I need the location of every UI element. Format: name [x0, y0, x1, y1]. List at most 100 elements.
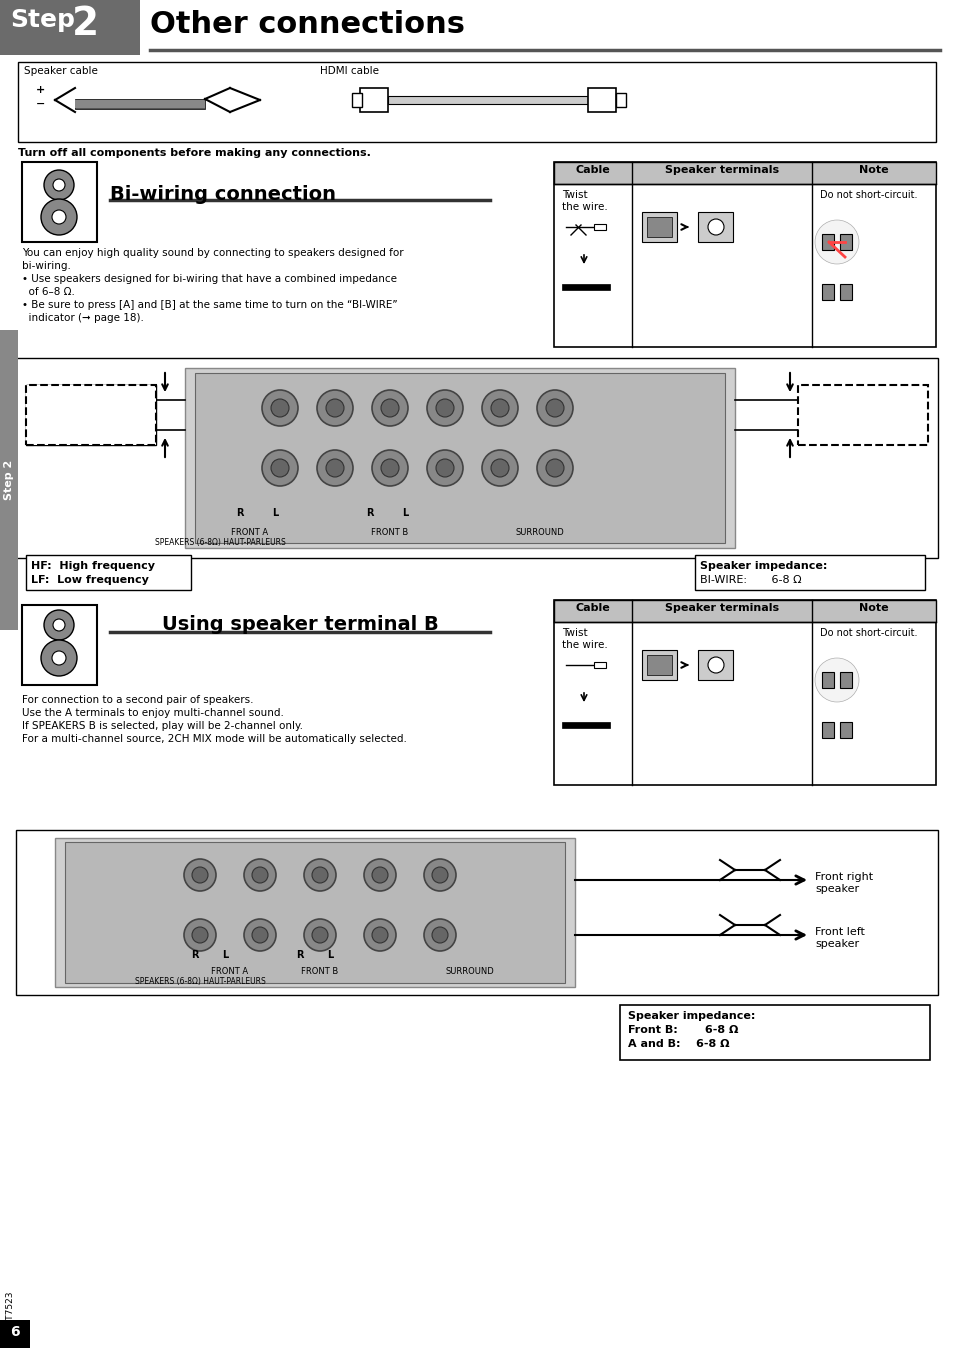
- Text: Step: Step: [10, 8, 74, 32]
- Circle shape: [814, 658, 858, 702]
- Circle shape: [184, 919, 215, 950]
- Circle shape: [312, 927, 328, 944]
- Bar: [821, 723, 833, 737]
- Bar: [352, 93, 361, 106]
- Text: 6: 6: [10, 1325, 20, 1339]
- Text: SPEAKERS (6-8Ω) HAUT-PARLEURS: SPEAKERS (6-8Ω) HAUT-PARLEURS: [134, 977, 265, 985]
- Bar: [26, 386, 156, 445]
- Text: R: R: [236, 508, 244, 518]
- Circle shape: [380, 460, 398, 477]
- Bar: [641, 650, 677, 679]
- Bar: [16, 359, 937, 558]
- Circle shape: [436, 460, 454, 477]
- Text: FRONT B: FRONT B: [301, 967, 338, 976]
- Text: Speaker terminals: Speaker terminals: [664, 603, 779, 613]
- Text: A and B:    6-8 Ω: A and B: 6-8 Ω: [627, 1039, 729, 1049]
- Circle shape: [244, 919, 275, 950]
- Circle shape: [364, 919, 395, 950]
- Bar: [840, 723, 851, 737]
- Circle shape: [262, 390, 297, 426]
- Bar: [561, 284, 609, 290]
- Circle shape: [326, 460, 344, 477]
- Text: the wire.: the wire.: [561, 202, 607, 212]
- Bar: [22, 605, 97, 685]
- Text: Front left
speaker: Front left speaker: [814, 927, 864, 949]
- Bar: [821, 235, 833, 249]
- Bar: [359, 88, 388, 112]
- Bar: [0, 1320, 30, 1348]
- Bar: [16, 830, 937, 995]
- Circle shape: [427, 450, 462, 487]
- Circle shape: [545, 399, 563, 417]
- Bar: [18, 62, 935, 142]
- Circle shape: [41, 200, 77, 235]
- Bar: [0, 0, 140, 55]
- Text: For connection to a second pair of speakers.: For connection to a second pair of speak…: [22, 696, 253, 705]
- Bar: [554, 162, 935, 183]
- Circle shape: [262, 450, 297, 487]
- Circle shape: [244, 859, 275, 891]
- Bar: [821, 673, 833, 687]
- Circle shape: [252, 867, 268, 883]
- Bar: [641, 212, 677, 243]
- Circle shape: [52, 651, 66, 665]
- Circle shape: [192, 867, 208, 883]
- Text: indicator (➞ page 18).: indicator (➞ page 18).: [22, 313, 144, 324]
- Text: the wire.: the wire.: [561, 640, 607, 650]
- Text: −: −: [36, 98, 46, 109]
- Bar: [797, 386, 927, 445]
- Bar: [388, 96, 587, 104]
- Circle shape: [481, 390, 517, 426]
- Circle shape: [53, 619, 65, 631]
- Text: LF:  Low frequency: LF: Low frequency: [30, 576, 149, 585]
- Circle shape: [707, 218, 723, 235]
- Text: L: L: [222, 950, 228, 960]
- Circle shape: [423, 859, 456, 891]
- Circle shape: [372, 867, 388, 883]
- Bar: [554, 600, 935, 621]
- Bar: [821, 284, 833, 301]
- Text: Cable: Cable: [575, 164, 610, 175]
- Circle shape: [44, 611, 74, 640]
- Text: Front right
speaker: Front right speaker: [814, 872, 872, 894]
- Text: FRONT B: FRONT B: [371, 528, 408, 537]
- Bar: [840, 284, 851, 301]
- Circle shape: [184, 859, 215, 891]
- Text: RQT7523: RQT7523: [5, 1290, 14, 1332]
- Text: L: L: [272, 508, 278, 518]
- Circle shape: [814, 220, 858, 264]
- Circle shape: [271, 399, 289, 417]
- Text: Note: Note: [859, 164, 888, 175]
- Circle shape: [372, 450, 408, 487]
- Circle shape: [41, 640, 77, 675]
- Circle shape: [380, 399, 398, 417]
- Bar: [65, 842, 564, 983]
- Circle shape: [423, 919, 456, 950]
- Text: Front left speaker: Front left speaker: [820, 404, 904, 415]
- Text: SPEAKERS (6-8Ω) HAUT-PARLEURS: SPEAKERS (6-8Ω) HAUT-PARLEURS: [154, 538, 285, 547]
- Bar: [840, 235, 851, 249]
- Text: SURROUND: SURROUND: [445, 967, 494, 976]
- Bar: [594, 662, 605, 669]
- Text: FRONT A: FRONT A: [212, 967, 249, 976]
- Bar: [698, 212, 732, 243]
- Circle shape: [491, 460, 509, 477]
- Text: R: R: [191, 950, 198, 960]
- Circle shape: [316, 390, 353, 426]
- Bar: [587, 88, 616, 112]
- Bar: [26, 386, 156, 445]
- Circle shape: [326, 399, 344, 417]
- Text: Speaker terminals: Speaker terminals: [664, 164, 779, 175]
- Text: Front B:       6-8 Ω: Front B: 6-8 Ω: [627, 1024, 738, 1035]
- Bar: [22, 162, 97, 243]
- Bar: [554, 162, 935, 346]
- Text: R: R: [296, 950, 303, 960]
- Text: LF terminals: LF terminals: [825, 423, 899, 433]
- Bar: [646, 655, 671, 675]
- Bar: [616, 93, 625, 106]
- Circle shape: [304, 919, 335, 950]
- Text: of 6–8 Ω.: of 6–8 Ω.: [22, 287, 74, 297]
- Text: HF terminals: HF terminals: [824, 390, 900, 400]
- Circle shape: [481, 450, 517, 487]
- Text: You can enjoy high quality sound by connecting to speakers designed for: You can enjoy high quality sound by conn…: [22, 248, 403, 257]
